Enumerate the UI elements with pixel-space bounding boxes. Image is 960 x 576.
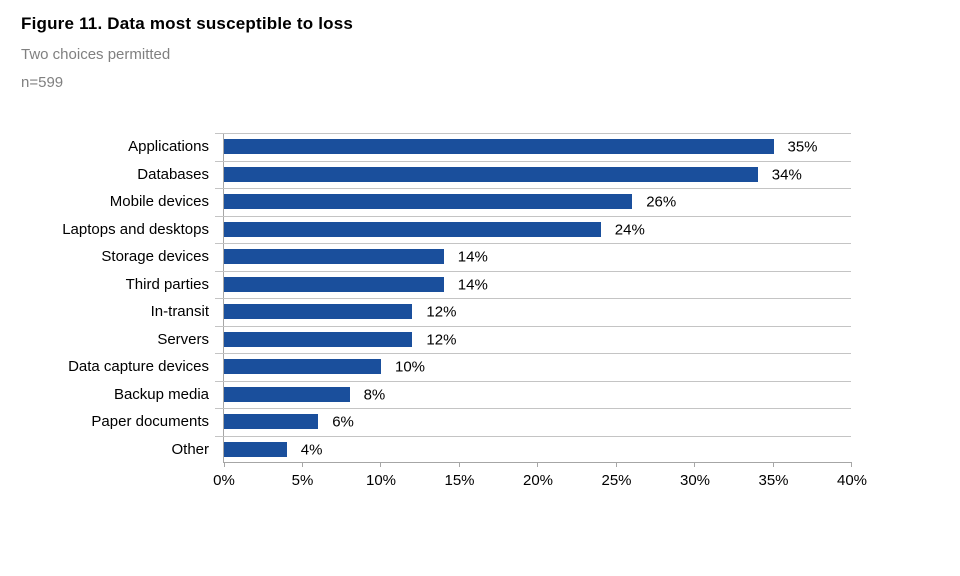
category-label: Databases xyxy=(137,165,209,183)
bar-paper-documents xyxy=(224,414,319,430)
bar-mobile-devices xyxy=(224,194,633,210)
x-axis-tick-label: 20% xyxy=(522,472,554,489)
category-label: Laptops and desktops xyxy=(62,220,209,238)
x-axis-tick xyxy=(772,462,774,467)
x-axis-tick xyxy=(537,462,538,467)
x-axis-tick-label: 10% xyxy=(365,472,397,489)
plot-area: 35% 34% 26% 24% 14% 14% 12% 12% 10% 8% 6% 4% 0% 5% 10%… xyxy=(213,133,867,489)
value-label: 12% xyxy=(426,303,457,321)
value-label: 24% xyxy=(614,221,645,239)
category-label: Servers xyxy=(157,330,209,348)
bar-data-capture-devices xyxy=(224,359,381,375)
chart-title: Figure 11. Data most susceptible to loss xyxy=(21,14,354,33)
value-label: 6% xyxy=(332,413,354,431)
x-axis-tick-label: 40% xyxy=(836,472,868,489)
gridline xyxy=(215,133,851,134)
bar-in-transit xyxy=(224,304,413,320)
bar-databases xyxy=(224,166,758,182)
x-axis-tick xyxy=(380,462,381,467)
category-label: Paper documents xyxy=(91,413,209,430)
bar-applications xyxy=(224,139,774,155)
x-axis-tick xyxy=(694,462,695,467)
value-label: 8% xyxy=(363,386,386,404)
gridline xyxy=(215,435,851,437)
x-axis-tick xyxy=(615,462,617,467)
category-label: Data capture devices xyxy=(68,358,209,375)
bar-laptops-and-desktops xyxy=(224,221,601,237)
value-label: 26% xyxy=(646,193,677,211)
category-label: Other xyxy=(171,440,209,458)
value-label: 34% xyxy=(771,166,802,184)
value-label: 12% xyxy=(426,331,457,349)
x-axis-tick xyxy=(851,462,852,467)
bar-backup-media xyxy=(224,386,350,402)
category-label: Backup media xyxy=(113,385,209,403)
gridline xyxy=(215,353,851,354)
gridline xyxy=(215,270,851,272)
chart-subtitle: Two choices permitted xyxy=(21,46,171,63)
gridline xyxy=(215,215,851,217)
x-axis-tick xyxy=(224,462,225,467)
category-label: Third parties xyxy=(125,275,209,293)
x-axis-tick-label: 35% xyxy=(758,472,789,489)
sample-size-label: n=599 xyxy=(21,74,64,91)
value-label: 14% xyxy=(457,276,488,294)
value-label: 4% xyxy=(300,441,323,459)
x-axis-tick-label: 30% xyxy=(679,472,711,489)
x-axis-tick xyxy=(301,462,303,467)
bar-third-parties xyxy=(224,276,444,292)
category-label: Mobile devices xyxy=(109,193,209,210)
bar-storage-devices xyxy=(224,249,444,265)
x-axis-tick-label: 0% xyxy=(213,472,235,489)
x-axis-tick-label: 25% xyxy=(601,472,632,489)
gridline xyxy=(215,160,851,162)
x-axis-tick-label: 15% xyxy=(444,472,475,489)
x-axis-tick xyxy=(458,462,460,467)
gridline xyxy=(215,298,851,299)
bar-other xyxy=(224,441,287,457)
bar-servers xyxy=(224,331,413,347)
gridline xyxy=(215,325,851,327)
gridline xyxy=(215,380,851,382)
gridline xyxy=(215,243,851,244)
value-label: 14% xyxy=(457,248,488,266)
gridline xyxy=(215,188,851,189)
gridline xyxy=(215,408,851,409)
value-label: 10% xyxy=(395,358,426,376)
category-label: Applications xyxy=(128,138,209,155)
category-label: Storage devices xyxy=(101,248,209,265)
value-label: 35% xyxy=(787,138,818,156)
category-axis-labels: Applications Databases Mobile devices Lapto… xyxy=(0,133,209,463)
category-label: In-transit xyxy=(150,303,209,320)
x-axis-tick-label: 5% xyxy=(291,472,314,489)
